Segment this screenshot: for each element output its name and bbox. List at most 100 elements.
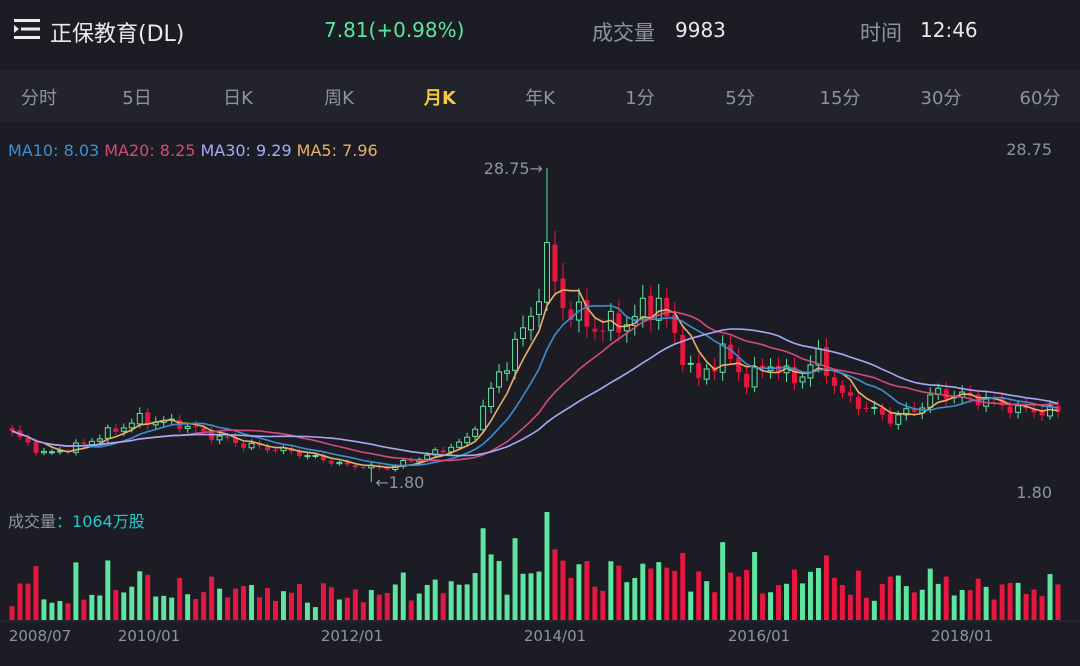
tab-yearly-k[interactable]: 年K bbox=[525, 88, 555, 109]
ma-legend: MA10: 8.03 MA20: 8.25 MA30: 9.29 MA5: 7.96 bbox=[8, 141, 383, 160]
volume-bar bbox=[137, 571, 143, 620]
candle-body bbox=[528, 315, 534, 331]
volume-bar bbox=[376, 594, 382, 620]
volume-bar bbox=[823, 555, 829, 620]
volume-bar bbox=[911, 592, 917, 620]
candle-body bbox=[312, 454, 319, 457]
volume-bar bbox=[201, 592, 207, 620]
volume-bar bbox=[544, 512, 550, 620]
volume-bar bbox=[608, 561, 614, 620]
volume-bar bbox=[568, 577, 574, 620]
ma-lines bbox=[11, 289, 1059, 469]
volume-bar bbox=[951, 595, 957, 620]
candle-body bbox=[696, 363, 702, 378]
volume-bar bbox=[49, 602, 55, 620]
candle-body bbox=[703, 368, 710, 380]
candle-body bbox=[672, 314, 678, 334]
candle-body bbox=[719, 343, 726, 373]
candle-body bbox=[120, 427, 127, 432]
candle-body bbox=[943, 389, 949, 399]
candle-body bbox=[488, 387, 495, 408]
volume-bar bbox=[504, 594, 510, 620]
candle-body bbox=[216, 435, 223, 441]
volume-bar bbox=[328, 587, 334, 620]
volume-bar bbox=[959, 589, 965, 620]
volume-bar bbox=[528, 573, 534, 620]
volume-bar bbox=[9, 606, 15, 620]
tab-intraday[interactable]: 分时 bbox=[21, 88, 57, 109]
candle-body bbox=[999, 398, 1005, 406]
candle-body bbox=[736, 357, 742, 373]
volume-bar bbox=[65, 603, 71, 620]
candle-body bbox=[911, 407, 917, 412]
volume-bar bbox=[73, 562, 79, 620]
candle-body bbox=[96, 438, 103, 442]
volume-bar bbox=[281, 591, 286, 620]
tab-weekly-k[interactable]: 周K bbox=[324, 88, 354, 109]
volume-bar bbox=[113, 590, 119, 620]
candle-body bbox=[440, 450, 446, 453]
tab-15min[interactable]: 15分 bbox=[819, 88, 861, 109]
candle-body bbox=[328, 460, 334, 464]
volume-bar bbox=[400, 572, 406, 620]
candle-body bbox=[448, 446, 455, 453]
candle-body bbox=[496, 371, 503, 388]
volume-bar bbox=[288, 592, 294, 620]
volume-bar bbox=[807, 571, 813, 620]
tab-5min[interactable]: 5分 bbox=[725, 88, 755, 109]
tab-daily-k[interactable]: 日K bbox=[223, 88, 253, 109]
period-tabs: 分时 5日 日K 周K 月K 年K 1分 5分 15分 30分 60分 bbox=[0, 70, 1080, 122]
volume-bar bbox=[360, 602, 366, 620]
volume-bar bbox=[943, 576, 949, 620]
tab-monthly-k[interactable]: 月K bbox=[424, 88, 456, 109]
volume-bar bbox=[432, 579, 438, 620]
candle-body bbox=[504, 370, 511, 374]
candle-body bbox=[600, 330, 606, 332]
volume-bar bbox=[241, 586, 247, 620]
tab-60min[interactable]: 60分 bbox=[1019, 88, 1061, 109]
volume-bar bbox=[584, 561, 590, 620]
candle-body bbox=[687, 362, 694, 365]
candle-body bbox=[863, 407, 869, 409]
volume-bar bbox=[632, 578, 638, 620]
candle-body bbox=[927, 394, 934, 408]
tab-5day[interactable]: 5日 bbox=[122, 88, 152, 109]
ma30-line bbox=[11, 328, 1059, 457]
candle-body bbox=[855, 397, 861, 409]
candle-body bbox=[352, 464, 358, 468]
candle-body bbox=[248, 442, 255, 449]
volume-bar bbox=[728, 572, 734, 620]
x-label: 2008/07 bbox=[8, 627, 72, 645]
tab-1min[interactable]: 1分 bbox=[625, 88, 655, 109]
volume-bar bbox=[975, 578, 981, 620]
volume-bar bbox=[1031, 589, 1037, 620]
volume-bar bbox=[520, 573, 526, 620]
price-axis-min: 1.80 bbox=[1016, 483, 1052, 502]
volume-bar bbox=[616, 565, 622, 620]
candle-body bbox=[887, 413, 893, 424]
x-label: 2010/01 bbox=[117, 627, 181, 645]
volume-bar bbox=[991, 599, 997, 620]
candle-body bbox=[544, 242, 550, 303]
volume-bar bbox=[368, 590, 374, 620]
candle-body bbox=[847, 392, 853, 396]
candle-body bbox=[320, 454, 326, 461]
volume-bar bbox=[217, 588, 223, 620]
candle-body bbox=[623, 324, 630, 332]
menu-icon[interactable] bbox=[14, 18, 40, 40]
tab-30min[interactable]: 30分 bbox=[920, 88, 962, 109]
candle-body bbox=[776, 365, 782, 373]
price-change: 7.81(+0.98%) bbox=[324, 18, 465, 42]
volume-bar bbox=[145, 574, 151, 620]
x-label: 2016/01 bbox=[727, 627, 791, 645]
volume-bar bbox=[25, 583, 31, 620]
candle-body bbox=[823, 347, 829, 376]
candle-body bbox=[871, 406, 878, 409]
candle-body bbox=[88, 440, 95, 446]
candle-body bbox=[568, 309, 574, 320]
candle-body bbox=[201, 428, 207, 432]
volume-bar bbox=[408, 600, 414, 620]
volume-bar bbox=[33, 566, 39, 620]
volume-bar bbox=[464, 584, 470, 620]
